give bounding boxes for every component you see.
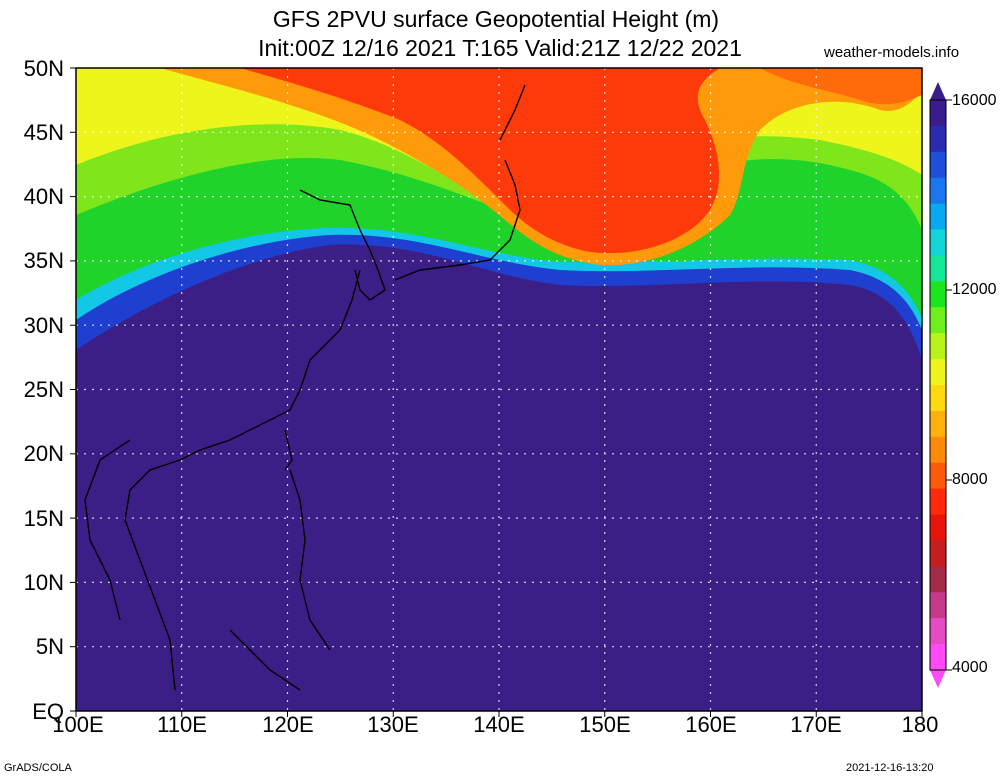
- colorbar-label: 4000: [952, 659, 988, 676]
- lon-label: 180: [901, 712, 939, 737]
- lat-label: 35N: [23, 248, 64, 273]
- lat-label: 10N: [23, 570, 64, 595]
- map-title: GFS 2PVU surface Geopotential Height (m): [272, 6, 720, 32]
- colorbar-swatch: [930, 307, 946, 334]
- colorbar-swatch: [930, 514, 946, 541]
- colorbar-swatch: [930, 462, 946, 490]
- colorbar-swatch: [930, 229, 946, 256]
- colorbar-label: 8000: [952, 471, 988, 488]
- colorbar-swatch: [930, 203, 946, 231]
- colorbar-swatch: [930, 151, 946, 179]
- lat-label: 50N: [23, 56, 64, 81]
- colorbar-swatch: [930, 540, 946, 567]
- colorbar-swatch: [930, 385, 946, 412]
- colorbar-swatch: [930, 100, 946, 127]
- colorbar-swatch: [930, 644, 946, 671]
- lon-label: 170E: [790, 712, 842, 737]
- lat-label: 15N: [23, 506, 64, 531]
- colorbar-top-arrow: [930, 82, 946, 100]
- colorbar-swatch: [930, 255, 946, 282]
- colorbar-swatch: [930, 177, 946, 205]
- colorbar-swatch: [930, 125, 946, 153]
- axis-ticks: [70, 67, 923, 717]
- site-credit: weather-models.info: [824, 44, 960, 61]
- colorbar-swatch: [930, 333, 946, 360]
- colorbar-swatch: [930, 436, 946, 464]
- colorbar-swatch: [930, 618, 946, 645]
- lat-label: 25N: [23, 377, 64, 402]
- lon-label: 100E: [52, 712, 104, 737]
- colorbar-swatch: [930, 592, 946, 619]
- colorbar-label: 12000: [952, 281, 997, 298]
- colorbar-frame: [929, 99, 947, 671]
- footer-right: 2021-12-16-13:20: [846, 762, 934, 774]
- colorbar-bottom-arrow: [930, 670, 946, 688]
- lat-label: 40N: [23, 184, 64, 209]
- lat-label: EQ: [32, 699, 64, 724]
- height-band-red-right: [760, 68, 922, 105]
- lon-label: 150E: [579, 712, 631, 737]
- lat-label: 20N: [23, 441, 64, 466]
- map-subtitle: Init:00Z 12/16 2021 T:165 Valid:21Z 12/2…: [258, 35, 742, 61]
- lon-label: 120E: [262, 712, 314, 737]
- colorbar-label: 16000: [952, 92, 997, 109]
- lon-label: 140E: [473, 712, 525, 737]
- lon-label: 160E: [685, 712, 737, 737]
- colorbar-swatch: [930, 281, 946, 308]
- coastlines: [84, 84, 526, 691]
- lat-label: 45N: [23, 120, 64, 145]
- colorbar-swatch: [930, 410, 946, 438]
- lon-label: 110E: [157, 712, 207, 737]
- lon-label: 130E: [367, 712, 419, 737]
- colorbar: [929, 82, 952, 688]
- colorbar-swatch: [930, 359, 946, 386]
- lat-label: 5N: [35, 634, 64, 659]
- lat-label: 30N: [23, 313, 64, 338]
- colorbar-swatch: [930, 488, 946, 516]
- lat-lon-grid: [76, 68, 922, 711]
- footer-left: GrADS/COLA: [4, 762, 72, 774]
- height-band-red: [240, 68, 720, 254]
- colorbar-swatch: [930, 566, 946, 593]
